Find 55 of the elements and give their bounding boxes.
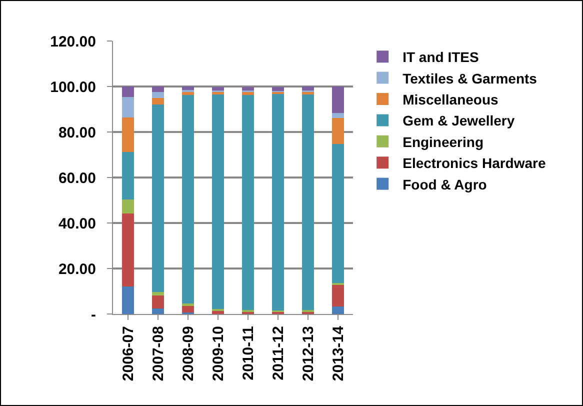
y-tick-label: 60.00 <box>58 170 96 187</box>
bar <box>332 144 344 283</box>
bar <box>212 87 224 90</box>
bar <box>332 113 344 118</box>
bar <box>332 86 344 114</box>
x-tick-label: 2013-14 <box>330 325 347 382</box>
x-tick-label: 2012-13 <box>300 326 317 382</box>
bar <box>122 200 134 214</box>
legend-label: Engineering <box>402 134 484 150</box>
legend-label: IT and ITES <box>402 49 479 66</box>
bar <box>122 97 134 118</box>
bar <box>182 94 194 304</box>
y-tick-label: 20.00 <box>58 260 96 278</box>
x-tick-label: 2011-12 <box>270 326 287 380</box>
bar <box>182 92 194 95</box>
bar <box>122 118 134 152</box>
bar <box>272 86 284 91</box>
y-tick-label: 120.00 <box>50 33 96 50</box>
y-tick-label: - <box>91 306 96 324</box>
bar <box>332 118 344 144</box>
bar <box>152 308 164 314</box>
legend-label: Textiles & Garments <box>402 70 538 86</box>
bar <box>122 86 134 98</box>
bar <box>212 92 224 95</box>
legend-label: Gem & Jewellery <box>402 112 515 129</box>
x-tick-label: 2009-10 <box>210 326 227 382</box>
bar <box>302 94 314 310</box>
bar <box>122 286 134 314</box>
bar <box>212 94 224 310</box>
legend-label: Electronics Hardware <box>402 155 546 172</box>
bar <box>152 92 164 98</box>
x-tick-label: 2007-08 <box>150 326 167 382</box>
bar <box>182 306 194 312</box>
bar <box>152 296 164 308</box>
legend-label: Miscellaneous <box>402 91 499 108</box>
x-tick-label: 2008-09 <box>180 326 197 382</box>
bar <box>152 104 164 292</box>
legend-label: Food & Agro <box>402 176 487 192</box>
bar <box>332 284 344 306</box>
bar <box>152 98 164 105</box>
bar <box>242 95 254 310</box>
x-tick-label: 2006-07 <box>120 326 137 382</box>
bar <box>272 94 284 311</box>
bar <box>242 87 254 91</box>
x-tick-label: 2010-11 <box>240 326 257 380</box>
bar <box>152 86 164 92</box>
bar <box>122 152 134 200</box>
y-tick-label: 80.00 <box>58 124 96 142</box>
y-tick-label: 40.00 <box>58 215 96 232</box>
bar <box>182 86 194 90</box>
bar <box>332 306 344 314</box>
bar <box>302 86 314 90</box>
bar <box>152 292 164 296</box>
bar <box>122 214 134 286</box>
y-tick-label: 100.00 <box>50 78 96 96</box>
